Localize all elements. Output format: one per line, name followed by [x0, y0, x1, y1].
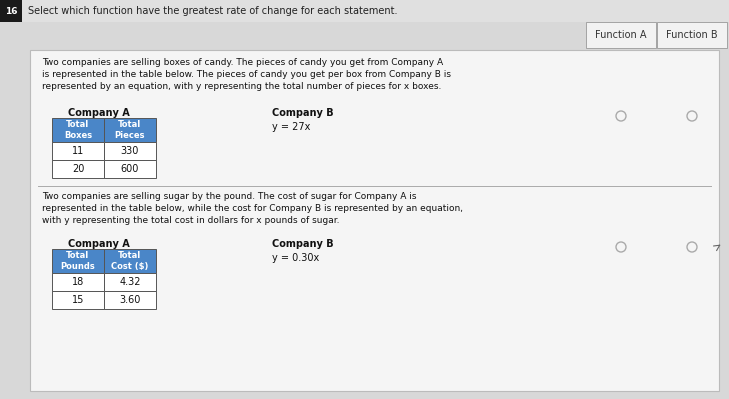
- Bar: [52, 291, 104, 309]
- Text: 4.32: 4.32: [120, 277, 141, 287]
- Bar: [52, 160, 104, 178]
- Text: Function A: Function A: [596, 30, 647, 40]
- Text: 600: 600: [121, 164, 139, 174]
- Bar: [104, 142, 156, 160]
- Bar: [52, 249, 104, 273]
- Text: 11: 11: [72, 146, 84, 156]
- Text: Company A: Company A: [68, 239, 130, 249]
- Text: Total
Pieces: Total Pieces: [114, 120, 145, 140]
- Text: y = 0.30x: y = 0.30x: [272, 253, 319, 263]
- Text: Function B: Function B: [666, 30, 718, 40]
- Bar: [52, 142, 104, 160]
- Text: Company B: Company B: [272, 239, 334, 249]
- Text: Company A: Company A: [68, 108, 130, 118]
- Bar: [30, 50, 719, 391]
- Bar: [104, 291, 156, 309]
- Text: Total
Cost ($): Total Cost ($): [112, 251, 149, 271]
- Text: Total
Pounds: Total Pounds: [61, 251, 95, 271]
- Bar: [586, 22, 656, 48]
- Text: 330: 330: [121, 146, 139, 156]
- Bar: [657, 22, 727, 48]
- Bar: [104, 273, 156, 291]
- Text: 20: 20: [72, 164, 84, 174]
- Bar: [52, 273, 104, 291]
- Text: Two companies are selling sugar by the pound. The cost of sugar for Company A is: Two companies are selling sugar by the p…: [42, 192, 463, 225]
- Text: Two companies are selling boxes of candy. The pieces of candy you get from Compa: Two companies are selling boxes of candy…: [42, 58, 451, 91]
- Text: y = 27x: y = 27x: [272, 122, 311, 132]
- Bar: [52, 118, 104, 142]
- Text: 3.60: 3.60: [120, 295, 141, 305]
- Text: 15: 15: [72, 295, 84, 305]
- Bar: [0, 0, 729, 22]
- Text: Company B: Company B: [272, 108, 334, 118]
- Text: Total
Boxes: Total Boxes: [64, 120, 92, 140]
- Text: 18: 18: [72, 277, 84, 287]
- Text: 16: 16: [5, 6, 17, 16]
- Bar: [104, 118, 156, 142]
- Bar: [104, 160, 156, 178]
- Bar: [0, 0, 22, 22]
- Bar: [104, 249, 156, 273]
- Text: Select which function have the greatest rate of change for each statement.: Select which function have the greatest …: [28, 6, 397, 16]
